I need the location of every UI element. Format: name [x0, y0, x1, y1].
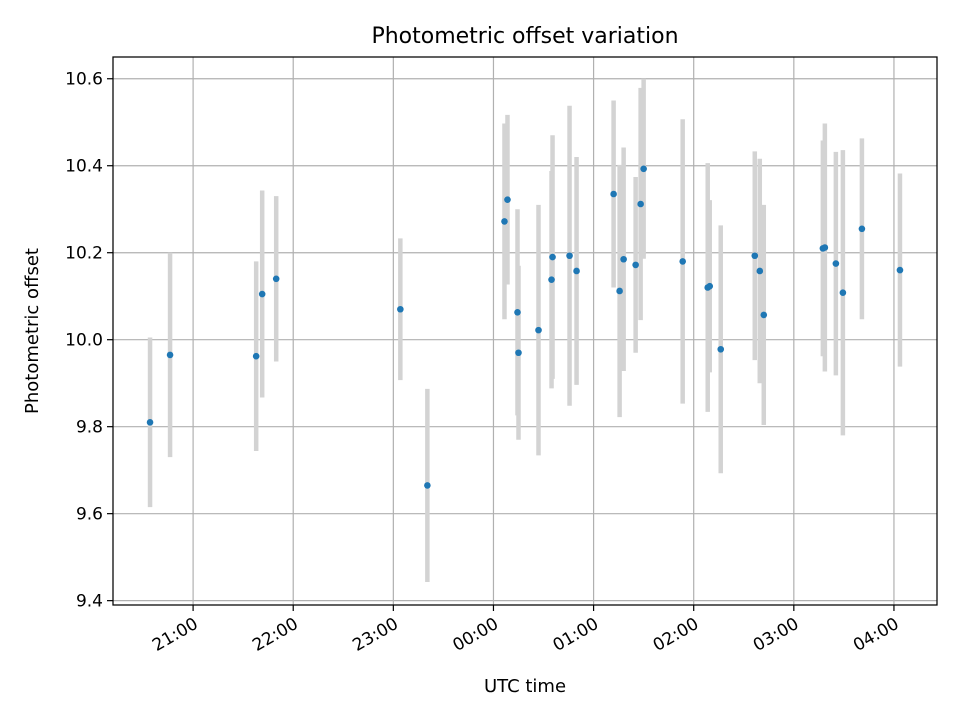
data-point: [549, 253, 556, 261]
y-tick-label: 9.6: [76, 505, 103, 525]
data-point: [535, 326, 542, 334]
x-axis-label: UTC time: [484, 676, 566, 697]
data-point: [679, 258, 686, 265]
data-point: [610, 190, 617, 198]
data-point: [858, 225, 866, 233]
data-point: [839, 289, 847, 297]
data-point: [424, 482, 431, 489]
y-tick-label: 10.6: [65, 70, 103, 90]
data-point: [717, 345, 725, 353]
data-point: [751, 252, 759, 260]
data-point: [616, 287, 623, 295]
data-point: [146, 419, 154, 426]
chart-title: Photometric offset variation: [371, 24, 678, 49]
y-axis-label: Photometric offset: [22, 248, 43, 414]
data-point: [832, 260, 840, 267]
data-point: [272, 275, 280, 283]
data-point: [821, 244, 829, 251]
y-tick-label: 9.8: [76, 418, 103, 438]
y-tick-label: 10.2: [65, 244, 103, 264]
data-point: [514, 308, 521, 316]
data-point: [637, 200, 644, 208]
data-point: [706, 282, 714, 290]
y-tick-label: 10.4: [65, 157, 103, 177]
data-point: [760, 311, 768, 319]
data-point: [632, 261, 639, 269]
data-point: [258, 290, 266, 298]
grid: [113, 57, 937, 605]
data-point: [896, 266, 904, 274]
data-point: [566, 252, 573, 260]
data-point: [515, 349, 522, 357]
data-point: [166, 351, 174, 359]
data-point: [620, 255, 627, 263]
plot-frame: [112, 56, 938, 606]
data-point: [397, 305, 404, 313]
data-point: [573, 267, 580, 275]
data-point: [548, 276, 555, 283]
data-point: [504, 196, 511, 203]
y-axis-ticks: 9.4 9.6 9.8 10.0 10.2 10.4 10.6: [65, 70, 113, 612]
y-tick-label: 10.0: [65, 331, 103, 351]
data-point: [252, 352, 260, 360]
y-tick-label: 9.4: [76, 592, 103, 612]
data-point: [640, 165, 647, 173]
data-points: [146, 165, 904, 489]
data-point: [756, 267, 764, 275]
data-point: [501, 218, 508, 225]
